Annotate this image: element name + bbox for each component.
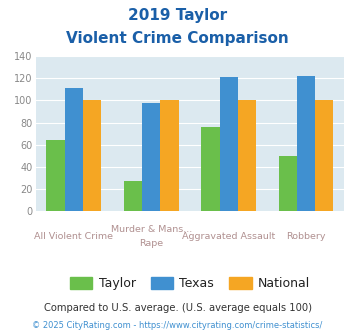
- Text: Robbery: Robbery: [286, 232, 326, 241]
- Text: All Violent Crime: All Violent Crime: [34, 232, 113, 241]
- Bar: [160, 100, 179, 211]
- Bar: [219, 77, 238, 211]
- Bar: [47, 140, 65, 211]
- Text: Violent Crime Comparison: Violent Crime Comparison: [66, 31, 289, 46]
- Text: © 2025 CityRating.com - https://www.cityrating.com/crime-statistics/: © 2025 CityRating.com - https://www.city…: [32, 321, 323, 330]
- Legend: Taylor, Texas, National: Taylor, Texas, National: [65, 272, 315, 295]
- Bar: [315, 100, 333, 211]
- Bar: [297, 76, 315, 211]
- Text: Rape: Rape: [139, 239, 163, 248]
- Bar: [142, 103, 160, 211]
- Text: Murder & Mans...: Murder & Mans...: [110, 225, 192, 234]
- Bar: [124, 181, 142, 211]
- Bar: [65, 88, 83, 211]
- Text: Compared to U.S. average. (U.S. average equals 100): Compared to U.S. average. (U.S. average …: [44, 303, 311, 313]
- Text: 2019 Taylor: 2019 Taylor: [128, 8, 227, 23]
- Bar: [201, 127, 219, 211]
- Text: Aggravated Assault: Aggravated Assault: [182, 232, 275, 241]
- Bar: [83, 100, 101, 211]
- Bar: [279, 156, 297, 211]
- Bar: [238, 100, 256, 211]
